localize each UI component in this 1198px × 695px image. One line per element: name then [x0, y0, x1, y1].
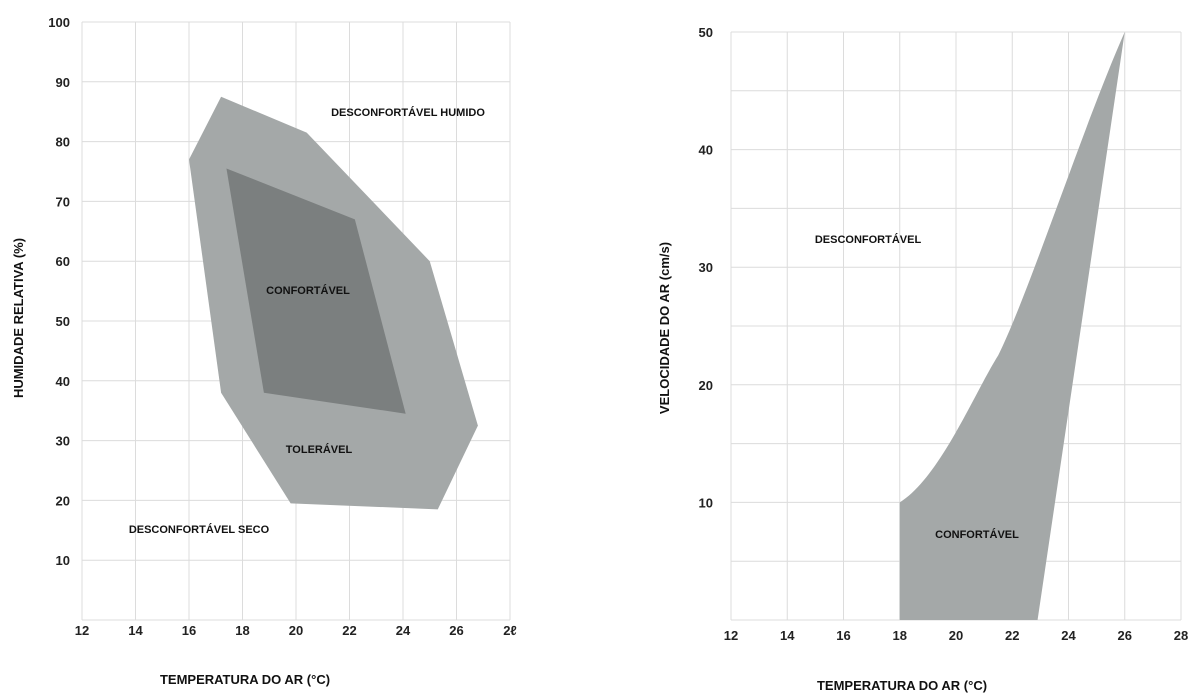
- velocity-x-tick-12: 12: [724, 628, 738, 643]
- velocity-regions: [899, 32, 1125, 620]
- velocity-x-tick-22: 22: [1005, 628, 1019, 643]
- velocity-x-tick-18: 18: [893, 628, 907, 643]
- velocity-y-tick-50: 50: [699, 25, 713, 40]
- velocity-x-axis-label: TEMPERATURA DO AR (°C): [817, 678, 987, 693]
- label-desconfortavel-humido: DESCONFORTÁVEL HUMIDO: [331, 106, 485, 119]
- humidity-chart: 12 14 16 18 20 22 24 26 2ℓ102030405060708090100 …: [11, 15, 517, 687]
- humidity-x-tick-18: 18: [235, 623, 249, 638]
- humidity-y-tick-20: 20: [56, 493, 70, 508]
- humidity-y-tick-30: 30: [56, 434, 70, 449]
- velocity-x-tick-26: 26: [1118, 628, 1132, 643]
- velocity-ticks: 12 14 16 18 20 22 24 26 28 10 20 30 40 50: [699, 25, 1189, 643]
- humidity-region-1: [226, 168, 406, 414]
- label-desconfortavel-seco: DESCONFORTÁVEL SECO: [129, 523, 270, 536]
- velocity-x-tick-28: 28: [1174, 628, 1188, 643]
- humidity-x-tick-24: 24: [396, 623, 411, 638]
- velocity-x-tick-16: 16: [836, 628, 850, 643]
- velocity-y-tick-10: 10: [699, 495, 713, 510]
- humidity-x-tick-26: 26: [449, 623, 463, 638]
- velocity-y-axis-label: VELOCIDADE DO AR (cm/s): [657, 242, 672, 414]
- humidity-regions: [189, 96, 478, 510]
- velocity-x-tick-20: 20: [949, 628, 963, 643]
- humidity-y-tick-60: 60: [56, 254, 70, 269]
- velocity-y-tick-30: 30: [699, 260, 713, 275]
- humidity-ticks: 12 14 16 18 20 22 24 26 2ℓ 10 20 30 40 50 60 70 80 90 100: [48, 15, 517, 638]
- velocity-y-tick-20: 20: [699, 378, 713, 393]
- humidity-x-tick-28: 2ℓ: [503, 623, 517, 638]
- humidity-y-axis-label: HUMIDADE RELATIVA (%): [11, 238, 26, 398]
- humidity-y-tick-80: 80: [56, 135, 70, 150]
- label-confortavel-left: CONFORTÁVEL: [266, 284, 350, 297]
- label-confortavel-right: CONFORTÁVEL: [935, 528, 1019, 541]
- humidity-x-tick-16: 16: [182, 623, 196, 638]
- label-desconfortavel: DESCONFORTÁVEL: [815, 233, 922, 246]
- humidity-x-tick-14: 14: [128, 623, 143, 638]
- humidity-y-tick-70: 70: [56, 194, 70, 209]
- label-toleravel: TOLERÁVEL: [286, 443, 353, 456]
- velocity-x-tick-14: 14: [780, 628, 795, 643]
- velocity-x-tick-24: 24: [1061, 628, 1076, 643]
- humidity-x-axis-label: TEMPERATURA DO AR (°C): [160, 672, 330, 687]
- humidity-y-tick-40: 40: [56, 374, 70, 389]
- velocity-region-0: [899, 32, 1125, 620]
- humidity-x-tick-20: 20: [289, 623, 303, 638]
- humidity-x-tick-12: 12: [75, 623, 89, 638]
- humidity-y-tick-50: 50: [56, 314, 70, 329]
- humidity-y-tick-90: 90: [56, 75, 70, 90]
- air-velocity-chart: 12 14 16 18 20 22 24 26 28 10 20 30 40 50 DESCONFORTÁ…: [657, 25, 1188, 693]
- humidity-x-tick-22: 22: [342, 623, 356, 638]
- velocity-y-tick-40: 40: [699, 143, 713, 158]
- humidity-y-tick-10: 10: [56, 553, 70, 568]
- humidity-y-tick-100: 100: [48, 15, 70, 30]
